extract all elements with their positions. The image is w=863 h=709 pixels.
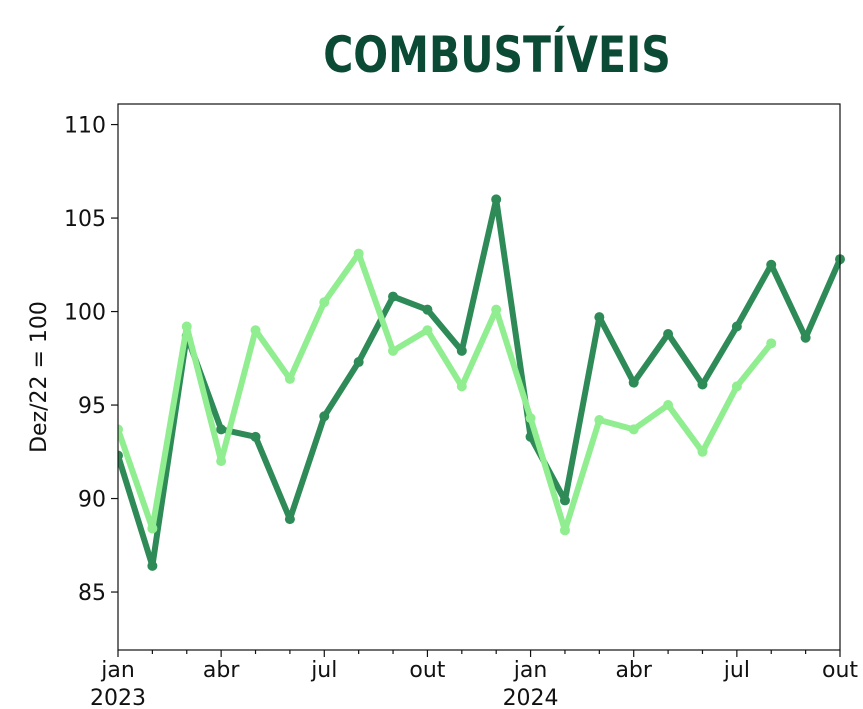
- series-marker: [353, 248, 364, 259]
- series-marker: [731, 381, 742, 392]
- series-marker: [663, 400, 674, 411]
- series-marker: [559, 525, 570, 536]
- series-marker: [353, 357, 364, 368]
- series-marker: [422, 304, 433, 315]
- chart-title: COMBUSTÍVEIS: [323, 25, 671, 84]
- series-marker: [284, 373, 295, 384]
- series-marker: [594, 415, 605, 426]
- series-marker: [559, 495, 570, 506]
- x-tick-label: abr: [203, 658, 240, 683]
- series-marker: [766, 259, 777, 270]
- series-marker: [697, 379, 708, 390]
- series-marker: [147, 560, 158, 571]
- series-marker: [800, 332, 811, 343]
- series-marker: [456, 381, 467, 392]
- y-tick-label: 90: [78, 488, 106, 513]
- series-line: [118, 250, 774, 534]
- x-tick-label: jul: [723, 658, 750, 683]
- series-marker: [250, 431, 261, 442]
- series-marker: [628, 377, 639, 388]
- y-tick-label: 105: [64, 207, 106, 232]
- y-tick-label: 95: [78, 394, 106, 419]
- x-tick-label: abr: [615, 658, 652, 683]
- series-marker: [491, 304, 502, 315]
- series-marker: [663, 328, 674, 339]
- series-marker: [594, 312, 605, 323]
- plot-frame: [117, 103, 841, 651]
- y-tick-label: 85: [78, 581, 106, 606]
- series-marker: [250, 325, 261, 336]
- series-marker: [628, 424, 639, 435]
- series-marker: [319, 411, 330, 422]
- series-marker: [216, 424, 227, 435]
- x-tick-label: out: [409, 658, 445, 683]
- series-marker: [147, 523, 158, 534]
- y-axis-label: Dez/22 = 100: [27, 301, 52, 453]
- series-marker: [491, 194, 502, 205]
- y-tick-label: 100: [64, 301, 106, 326]
- x-tick-label: jan: [513, 658, 548, 683]
- y-tick-label: 110: [64, 114, 106, 139]
- x-tick-sublabel: 2023: [90, 686, 146, 709]
- series-marker: [216, 456, 227, 467]
- series-marker: [422, 325, 433, 336]
- series-marker: [388, 345, 399, 356]
- series-marker: [766, 338, 777, 349]
- series-marker: [388, 291, 399, 302]
- series-marker: [697, 446, 708, 457]
- plot-area: [118, 194, 845, 571]
- series-marker: [118, 424, 123, 435]
- series-line: [118, 196, 843, 569]
- series-marker: [456, 345, 467, 356]
- series-marker: [731, 321, 742, 332]
- series-marker: [284, 514, 295, 525]
- x-tick-label: jan: [100, 658, 135, 683]
- series-marker: [118, 450, 123, 461]
- series-marker: [319, 297, 330, 308]
- series-marker: [525, 413, 536, 424]
- x-tick-sublabel: 2024: [503, 686, 559, 709]
- x-tick-label: jul: [310, 658, 337, 683]
- series-marker: [181, 321, 192, 332]
- x-tick-label: out: [822, 658, 858, 683]
